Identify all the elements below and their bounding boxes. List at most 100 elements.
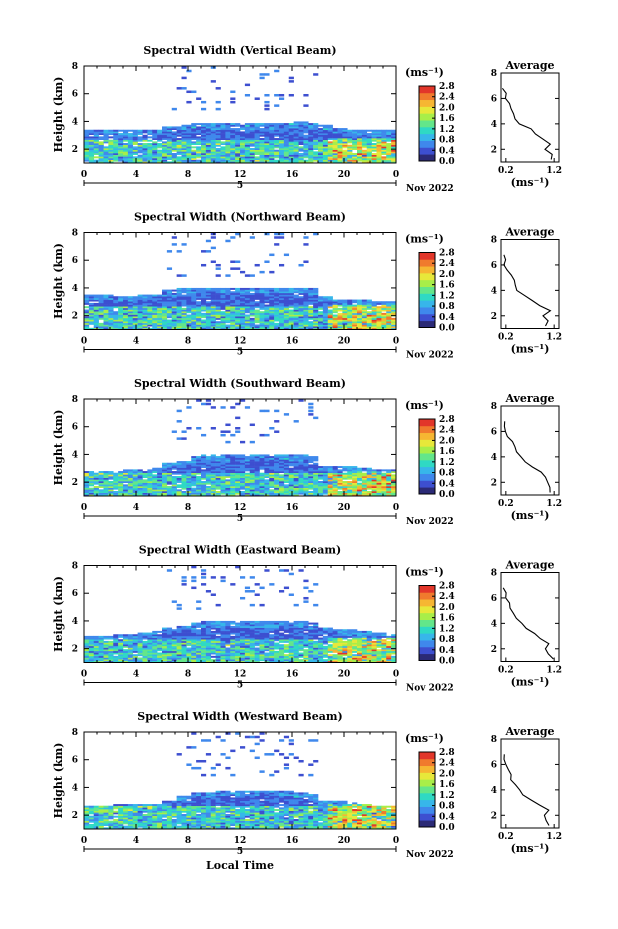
average-x-tick-label: 0.2: [498, 499, 514, 509]
heatmap-cell: [386, 486, 392, 488]
heatmap-cell: [181, 304, 187, 307]
heatmap-cell: [264, 292, 270, 295]
heatmap-cell: [337, 479, 343, 482]
heatmap-cell: [181, 154, 187, 157]
heatmap-cell: [186, 650, 192, 653]
heatmap-cell: [264, 291, 270, 294]
heatmap-cell: [327, 297, 333, 300]
heatmap-cell: [230, 149, 236, 152]
colorbar-swatch: [419, 86, 435, 94]
heatmap-cell: [293, 297, 299, 300]
heatmap-cell: [264, 143, 270, 146]
heatmap-cell: [298, 317, 304, 320]
heatmap-cell: [196, 148, 202, 150]
heatmap-cell: [274, 296, 280, 299]
heatmap-cell: [127, 133, 134, 136]
heatmap-cell: [205, 148, 212, 150]
heatmap-cell: [152, 479, 158, 482]
heatmap-cell: [118, 471, 124, 474]
heatmap-cell: [186, 489, 192, 492]
heatmap-cell: [225, 482, 231, 485]
heatmap-cell: [127, 660, 134, 663]
heatmap-cell: [157, 324, 163, 327]
heatmap-cell: [318, 317, 324, 320]
heatmap-cell: [249, 477, 255, 480]
heatmap-cell: [386, 474, 392, 477]
heatmap-cell: [391, 482, 397, 485]
heatmap-cell: [132, 299, 138, 302]
heatmap-cell: [162, 133, 168, 136]
heatmap-cell: [132, 474, 138, 477]
colorbar-tick-label: 1.6: [439, 447, 455, 457]
heatmap-cell: [181, 462, 187, 465]
heatmap-cell: [337, 148, 343, 150]
heatmap-cell: [249, 289, 255, 292]
heatmap-cell: [264, 100, 270, 104]
heatmap-cell: [191, 307, 197, 310]
heatmap-cell: [225, 316, 231, 319]
heatmap-cell: [313, 146, 319, 149]
heatmap-cell: [103, 146, 109, 149]
heatmap-cell: [215, 156, 221, 159]
heatmap-cell: [147, 484, 153, 487]
heatmap-cell: [176, 639, 182, 642]
heatmap-cell: [196, 494, 202, 497]
heatmap-cell: [205, 640, 212, 643]
heatmap-cell: [205, 158, 212, 160]
heatmap-cell: [210, 311, 216, 314]
heatmap-cell: [162, 476, 168, 479]
heatmap-cell: [176, 151, 182, 154]
heatmap-cell: [391, 321, 397, 324]
heatmap-cell: [201, 250, 207, 253]
heatmap-cell: [244, 301, 251, 304]
heatmap-cell: [205, 462, 212, 465]
heatmap-cell: [337, 469, 343, 472]
heatmap-cell: [205, 632, 212, 635]
heatmap-cell: [274, 69, 280, 73]
heatmap-cell: [386, 319, 392, 322]
heatmap-cell: [259, 287, 265, 290]
heatmap-cell: [186, 654, 192, 657]
heatmap-cell: [244, 93, 251, 97]
heatmap-cell: [98, 316, 104, 319]
heatmap-cell: [249, 144, 255, 147]
heatmap-cell: [88, 635, 95, 638]
heatmap-cell: [244, 311, 251, 314]
heatmap-cell: [230, 146, 236, 149]
heatmap-cell: [113, 297, 119, 300]
heatmap-cell: [220, 312, 226, 315]
heatmap-cell: [147, 481, 153, 483]
heatmap-cell: [166, 634, 173, 637]
heatmap-cell: [220, 461, 226, 464]
heatmap-cell: [127, 316, 134, 319]
heatmap-cell: [147, 640, 153, 643]
heatmap-cell: [259, 131, 265, 134]
heatmap-cell: [127, 139, 134, 142]
heatmap-cell: [157, 307, 163, 310]
heatmap-cell: [205, 630, 212, 633]
heatmap-cell: [127, 151, 134, 154]
heatmap-cell: [181, 138, 187, 141]
heatmap-cell: [196, 481, 202, 483]
heatmap-cell: [137, 146, 143, 149]
heatmap-cell: [269, 133, 275, 136]
heatmap-cell: [93, 138, 99, 141]
heatmap-cell: [235, 476, 241, 479]
heatmap-cell: [176, 128, 182, 131]
heatmap-cell: [171, 134, 177, 137]
heatmap-cell: [240, 472, 246, 475]
heatmap-cell: [176, 141, 182, 144]
heatmap-cell: [162, 634, 168, 637]
heatmap-cell: [108, 148, 114, 150]
heatmap-cell: [132, 307, 138, 310]
heatmap-cell: [93, 141, 99, 144]
heatmap-cell: [386, 469, 392, 472]
heatmap-cell: [162, 299, 168, 302]
heatmap-cell: [293, 133, 299, 136]
heatmap-cell: [210, 467, 216, 470]
heatmap-cell: [147, 301, 153, 304]
heatmap-cell: [162, 484, 168, 487]
heatmap-cell: [137, 647, 143, 650]
heatmap-cell: [162, 642, 168, 645]
heatmap-cell: [176, 640, 182, 643]
